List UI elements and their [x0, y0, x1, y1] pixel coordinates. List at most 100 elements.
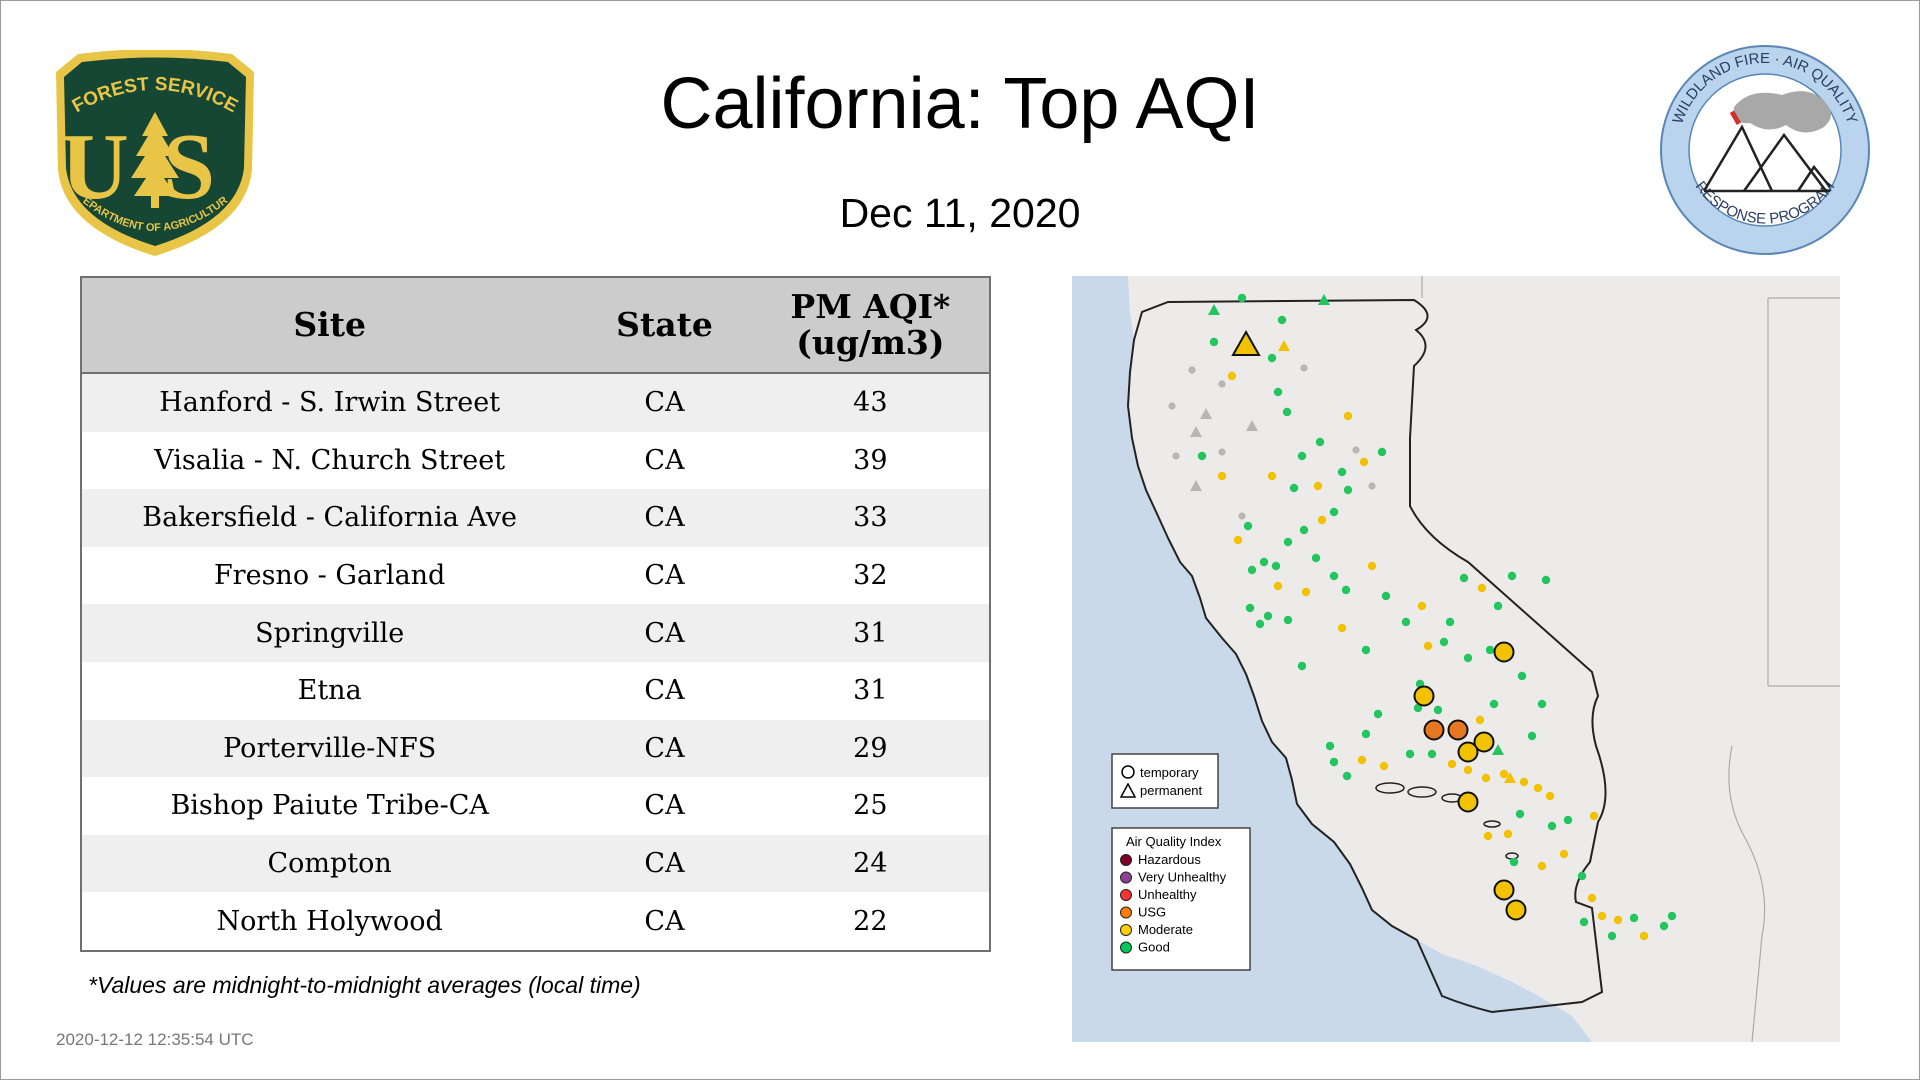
- legend-item-label: Good: [1138, 940, 1170, 955]
- good-site-marker: [1337, 467, 1347, 477]
- good-site-marker: [1283, 615, 1293, 625]
- temporary-circle-icon: [1121, 765, 1135, 779]
- good-site-marker: [1527, 731, 1537, 741]
- cell-value: 29: [751, 719, 990, 778]
- neighbor-borders: [1421, 276, 1840, 1042]
- good-site-marker: [1667, 911, 1677, 921]
- cell-state: CA: [577, 661, 752, 720]
- moderate-site-marker: [1483, 831, 1493, 841]
- good-site-marker: [1427, 749, 1437, 759]
- flag-icon: [1729, 110, 1742, 126]
- moderate-top-site-marker: [1493, 641, 1515, 663]
- legend-temporary: temporary: [1140, 765, 1199, 780]
- header-pm-aqi: PM AQI* (ug/m3): [751, 277, 990, 374]
- moderate-top-site-marker: [1505, 899, 1527, 921]
- good-site-marker: [1509, 857, 1519, 867]
- cell-state: CA: [577, 719, 752, 778]
- moderate-top-site-marker: [1457, 741, 1479, 763]
- good-site-marker: [1401, 617, 1411, 627]
- good-site-marker: [1515, 809, 1525, 819]
- good-site-marker: [1537, 699, 1547, 709]
- good-site-marker: [1329, 571, 1339, 581]
- california-border: [1126, 298, 1607, 1014]
- cell-state: CA: [577, 834, 752, 893]
- moderate-site-marker: [1597, 911, 1607, 921]
- page-title: California: Top AQI: [660, 64, 1260, 144]
- moderate-site-marker: [1417, 601, 1427, 611]
- good-site-marker: [1282, 407, 1292, 417]
- shape-legend: temporary permanent: [1111, 753, 1219, 809]
- map-canvas: temporary permanent Air Quality Index Ha…: [1072, 276, 1840, 1042]
- good-site-marker: [1493, 601, 1503, 611]
- permanent-site-marker: [1190, 480, 1202, 491]
- permanent-site-marker: [1318, 294, 1330, 305]
- cell-state: CA: [577, 892, 752, 951]
- moderate-site-marker: [1343, 411, 1353, 421]
- inactive-site-marker: [1168, 402, 1176, 410]
- good-site-marker: [1517, 671, 1527, 681]
- moderate-site-marker: [1233, 535, 1243, 545]
- inactive-site-marker: [1218, 448, 1226, 456]
- permanent-site-marker: [1200, 408, 1212, 419]
- good-site-marker: [1267, 353, 1277, 363]
- legend-swatch-icon: [1120, 854, 1132, 866]
- good-site-marker: [1311, 553, 1321, 563]
- permanent-site-marker: [1278, 340, 1290, 351]
- legend-swatch-icon: [1120, 924, 1132, 936]
- good-site-marker: [1289, 483, 1299, 493]
- cell-value: 39: [751, 431, 990, 490]
- moderate-site-marker: [1313, 481, 1323, 491]
- mountains-icon: [1702, 124, 1831, 193]
- good-site-marker: [1343, 485, 1353, 495]
- good-site-marker: [1297, 451, 1307, 461]
- inactive-site-marker: [1172, 452, 1180, 460]
- legend-item-label: Unhealthy: [1138, 887, 1197, 902]
- header-site: Site: [81, 277, 578, 374]
- table-row: Etna CA 31: [81, 661, 990, 720]
- cell-state: CA: [577, 373, 752, 432]
- moderate-site-marker: [1533, 783, 1543, 793]
- legend-swatch-icon: [1120, 871, 1132, 884]
- table-row: Springville CA 31: [81, 604, 990, 662]
- moderate-site-marker: [1639, 931, 1649, 941]
- good-site-marker: [1547, 821, 1557, 831]
- cell-state: CA: [577, 604, 752, 662]
- good-site-marker: [1247, 565, 1257, 575]
- good-site-marker: [1341, 585, 1351, 595]
- report-date: Dec 11, 2020: [839, 190, 1081, 236]
- good-site-marker: [1541, 575, 1551, 585]
- moderate-site-marker: [1477, 583, 1487, 593]
- footnote: *Values are midnight-to-midnight average…: [88, 972, 641, 998]
- aqi-legend: Air Quality Index Hazardous Very Unhealth…: [1111, 827, 1251, 971]
- moderate-site-marker: [1503, 829, 1513, 839]
- good-site-marker: [1381, 591, 1391, 601]
- moderate-site-marker: [1337, 623, 1347, 633]
- good-site-marker: [1463, 653, 1473, 663]
- cell-site: Hanford - S. Irwin Street: [81, 373, 578, 432]
- table-row: Visalia - N. Church Street CA 39: [81, 431, 990, 490]
- pine-tree-icon: [131, 112, 179, 208]
- moderate-site-marker: [1519, 777, 1529, 787]
- table-header-row: Site State PM AQI* (ug/m3): [81, 277, 990, 374]
- good-site-marker: [1271, 561, 1281, 571]
- cell-site: Fresno - Garland: [81, 546, 578, 605]
- good-site-marker: [1325, 741, 1335, 751]
- cell-value: 43: [751, 373, 990, 432]
- good-site-marker: [1405, 749, 1415, 759]
- cell-site: Etna: [81, 661, 578, 720]
- moderate-top-site-marker: [1413, 685, 1435, 707]
- moderate-top-site-marker: [1457, 791, 1479, 813]
- good-site-marker: [1197, 451, 1207, 461]
- good-site-marker: [1489, 699, 1499, 709]
- good-site-marker: [1237, 293, 1247, 303]
- permanent-site-marker: [1246, 420, 1258, 431]
- cell-value: 32: [751, 546, 990, 605]
- moderate-site-marker: [1357, 755, 1367, 765]
- good-site-marker: [1263, 611, 1273, 621]
- moderate-site-marker: [1359, 457, 1369, 467]
- good-site-marker: [1297, 661, 1307, 671]
- table-row: Hanford - S. Irwin Street CA 43: [81, 373, 990, 432]
- moderate-site-marker: [1589, 811, 1599, 821]
- usg-top-site-marker: [1447, 719, 1469, 741]
- moderate-site-marker: [1227, 371, 1237, 381]
